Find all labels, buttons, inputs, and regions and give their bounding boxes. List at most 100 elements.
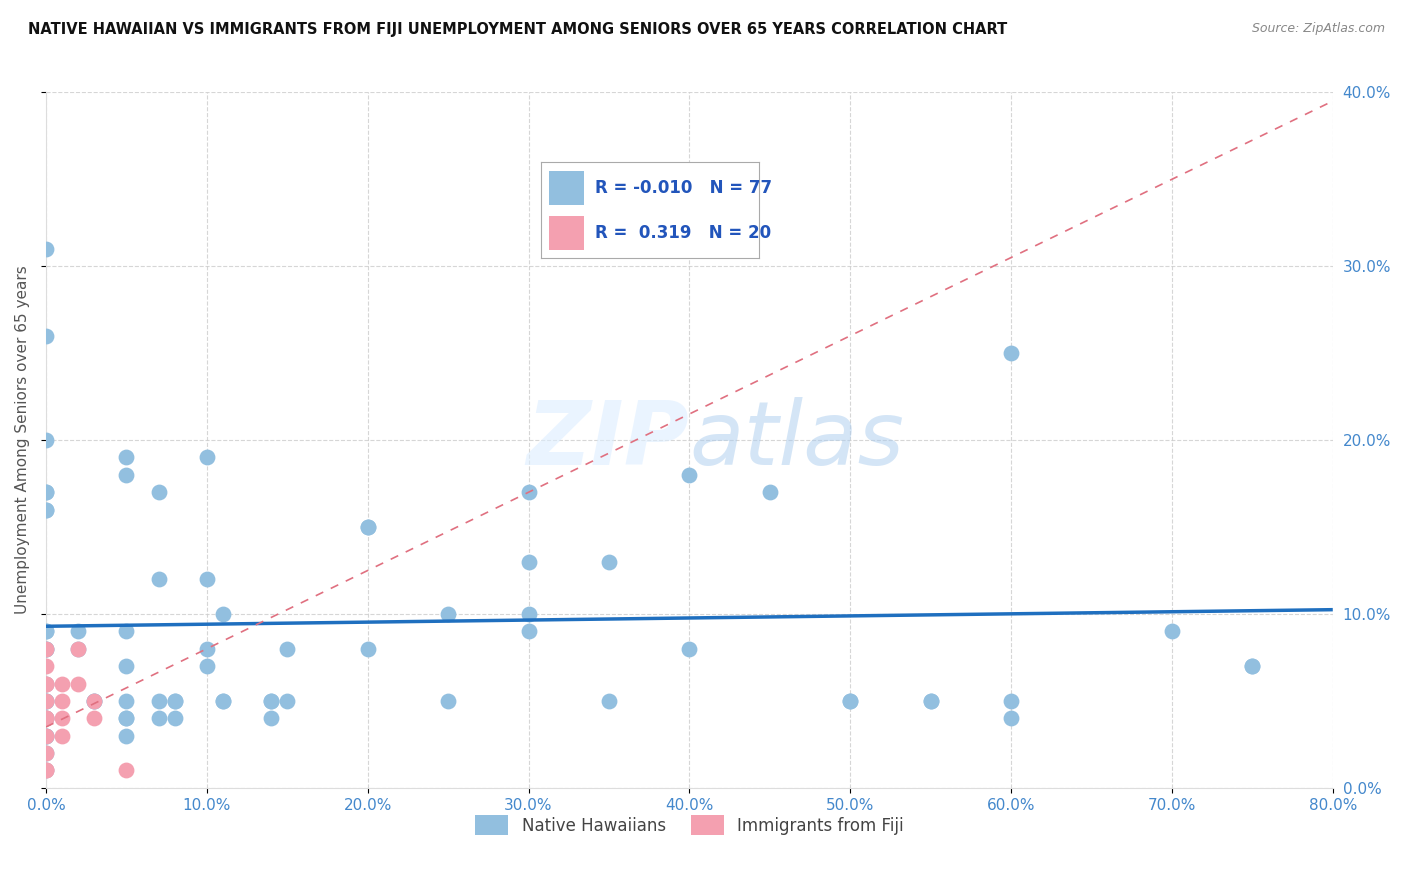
Point: [212, 607, 235, 621]
Point: [35, 676, 58, 690]
Point: [1000, 694, 1022, 708]
Point: [67, 641, 90, 656]
Point: [212, 694, 235, 708]
Point: [115, 729, 138, 743]
Text: atlas: atlas: [689, 397, 904, 483]
Point: [517, 607, 540, 621]
Point: [115, 711, 138, 725]
Point: [276, 641, 298, 656]
Point: [35, 729, 58, 743]
Point: [517, 624, 540, 639]
Point: [437, 694, 460, 708]
Point: [35, 485, 58, 500]
Point: [163, 694, 186, 708]
Point: [35, 242, 58, 256]
Text: ZIP: ZIP: [527, 397, 689, 483]
Point: [357, 641, 380, 656]
Point: [35, 502, 58, 516]
Point: [35, 659, 58, 673]
Point: [35, 485, 58, 500]
Legend: Native Hawaiians, Immigrants from Fiji: Native Hawaiians, Immigrants from Fiji: [468, 808, 911, 842]
Point: [115, 624, 138, 639]
Point: [163, 711, 186, 725]
Point: [276, 694, 298, 708]
Point: [35, 729, 58, 743]
Point: [35, 694, 58, 708]
Point: [35, 694, 58, 708]
Point: [35, 764, 58, 778]
Point: [678, 641, 700, 656]
Point: [35, 676, 58, 690]
Point: [212, 694, 235, 708]
Point: [920, 694, 942, 708]
Point: [1241, 659, 1264, 673]
Point: [357, 520, 380, 534]
Point: [83, 694, 105, 708]
Point: [35, 694, 58, 708]
Point: [83, 694, 105, 708]
Point: [357, 520, 380, 534]
Point: [35, 433, 58, 447]
Point: [35, 764, 58, 778]
Point: [35, 641, 58, 656]
Text: R =  0.319   N = 20: R = 0.319 N = 20: [595, 224, 772, 242]
Point: [35, 711, 58, 725]
Point: [1161, 624, 1184, 639]
Point: [51, 711, 73, 725]
Point: [195, 641, 218, 656]
Point: [83, 694, 105, 708]
Point: [260, 694, 283, 708]
Point: [35, 624, 58, 639]
Point: [35, 711, 58, 725]
Point: [115, 467, 138, 482]
Point: [67, 624, 90, 639]
Point: [195, 450, 218, 465]
Point: [51, 676, 73, 690]
Point: [1000, 711, 1022, 725]
Point: [678, 467, 700, 482]
Point: [51, 729, 73, 743]
Point: [517, 485, 540, 500]
Point: [839, 694, 862, 708]
Point: [35, 746, 58, 760]
Point: [35, 764, 58, 778]
FancyBboxPatch shape: [550, 170, 585, 205]
Text: Source: ZipAtlas.com: Source: ZipAtlas.com: [1251, 22, 1385, 36]
FancyBboxPatch shape: [550, 216, 585, 251]
Point: [759, 485, 782, 500]
Point: [195, 659, 218, 673]
Point: [115, 659, 138, 673]
Point: [67, 641, 90, 656]
Point: [148, 711, 170, 725]
Y-axis label: Unemployment Among Seniors over 65 years: Unemployment Among Seniors over 65 years: [15, 266, 30, 615]
Point: [1241, 659, 1264, 673]
Point: [83, 711, 105, 725]
Point: [115, 450, 138, 465]
Point: [517, 555, 540, 569]
Point: [195, 572, 218, 586]
Point: [51, 694, 73, 708]
Point: [163, 694, 186, 708]
Point: [115, 764, 138, 778]
Point: [35, 676, 58, 690]
Text: NATIVE HAWAIIAN VS IMMIGRANTS FROM FIJI UNEMPLOYMENT AMONG SENIORS OVER 65 YEARS: NATIVE HAWAIIAN VS IMMIGRANTS FROM FIJI …: [28, 22, 1007, 37]
Point: [35, 711, 58, 725]
Point: [260, 711, 283, 725]
Point: [35, 641, 58, 656]
Point: [35, 711, 58, 725]
Point: [148, 485, 170, 500]
Point: [598, 555, 620, 569]
Point: [35, 328, 58, 343]
Point: [920, 694, 942, 708]
Point: [598, 694, 620, 708]
Point: [839, 694, 862, 708]
Point: [710, 242, 733, 256]
Point: [35, 641, 58, 656]
Text: R = -0.010   N = 77: R = -0.010 N = 77: [595, 179, 772, 197]
Point: [115, 694, 138, 708]
Point: [260, 694, 283, 708]
Point: [35, 729, 58, 743]
Point: [1000, 346, 1022, 360]
Point: [115, 711, 138, 725]
Point: [35, 746, 58, 760]
